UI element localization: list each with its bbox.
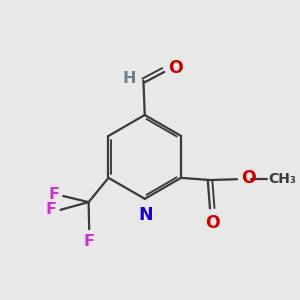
- Text: O: O: [168, 59, 183, 77]
- Text: H: H: [122, 71, 136, 86]
- Text: N: N: [139, 206, 154, 224]
- Text: F: F: [49, 188, 60, 202]
- Text: F: F: [46, 202, 57, 217]
- Text: O: O: [241, 169, 256, 187]
- Text: CH₃: CH₃: [268, 172, 296, 186]
- Text: F: F: [84, 234, 95, 249]
- Text: O: O: [205, 214, 220, 232]
